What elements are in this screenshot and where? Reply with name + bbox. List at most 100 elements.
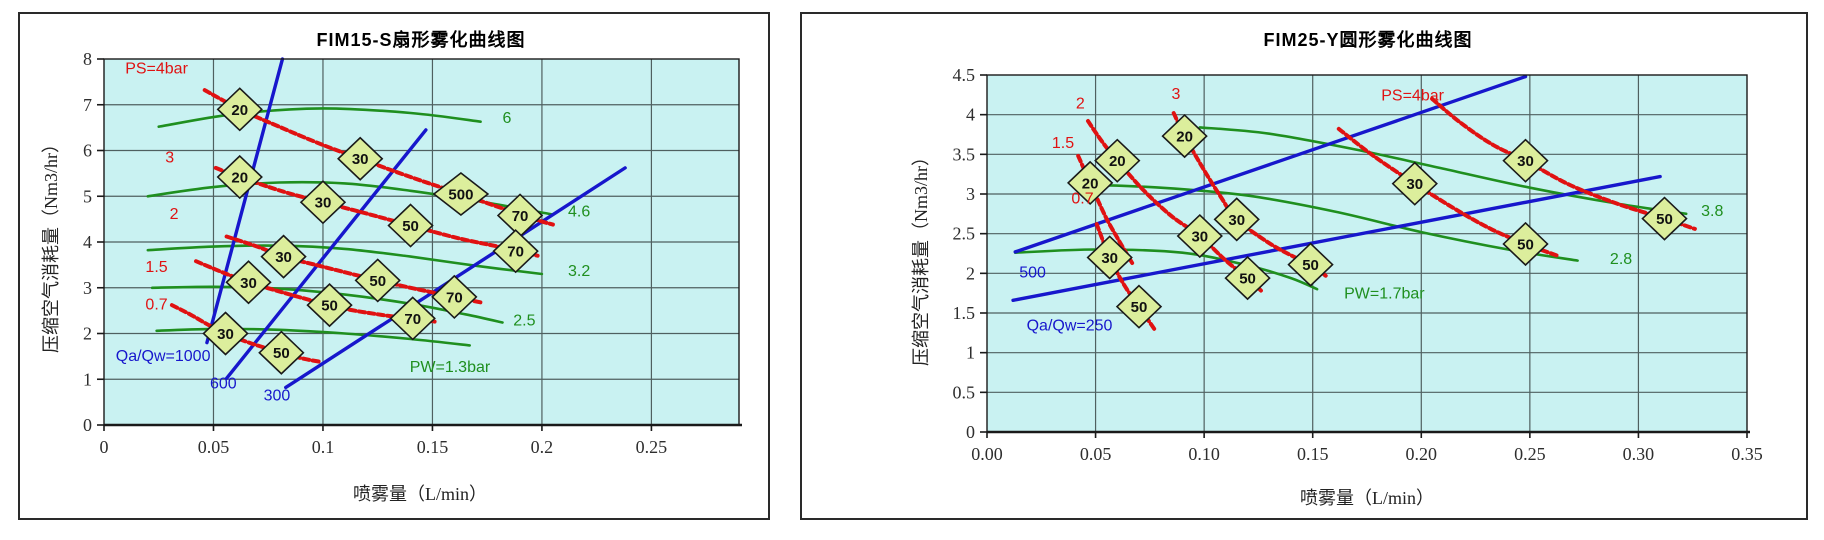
x-tick-label: 0.00 [971,444,1003,464]
droplet-size-value: 50 [1302,257,1319,274]
qaqw-ratio-label: 500 [1019,264,1046,281]
x-tick-label: 0 [100,437,109,457]
y-tick-label: 2 [966,263,975,283]
droplet-size-value: 50 [402,218,419,235]
droplet-size-marker [216,87,263,132]
pw-pressure-label: 3.2 [568,263,590,280]
round-atomization-chart: 0 0.5 1 1.5 2 2.5 3 3.5 4 4.5 0.00 0.05 0.10 0.15 0.20… [953,65,1763,464]
y-tick-label: 2 [83,324,92,344]
droplet-size-marker [492,229,539,274]
droplet-size-value: 50 [1239,271,1256,288]
droplet-size-value: 50 [321,298,338,315]
droplet-size-value: 70 [512,208,529,225]
y-tick-label: 3 [966,184,975,204]
droplet-size-value: 30 [1228,212,1245,229]
qaqw-ratio-label: 600 [210,375,237,392]
ps-pressure-label: PS=4bar [1381,87,1444,104]
qaqw-ratio-label: Qa/Qw=1000 [116,348,211,365]
droplet-size-marker [306,283,353,328]
y-tick-label: 5 [83,186,92,206]
droplet-size-marker [216,154,263,200]
x-tick-label: 0.1 [312,437,335,457]
droplet-size-marker [1213,197,1260,242]
qaqw-ratio-line [205,57,285,345]
droplet-size-value: 20 [231,102,248,119]
droplet-size-value: 30 [217,326,234,343]
droplet-size-marker [1224,255,1271,301]
x-tick-label: 0.05 [198,437,230,457]
droplet-size-marker [260,234,307,279]
ps-curve [169,303,323,364]
droplet-size-marker [1391,161,1438,206]
droplet-size-value: 50 [1656,211,1673,228]
y-tick-label: 4 [966,105,975,125]
qaqw-ratio-label: Qa/Qw=250 [1027,317,1113,334]
droplet-size-value: 30 [1517,153,1534,170]
droplet-size-marker [258,330,305,375]
pw-pressure-label: 2.5 [513,312,535,329]
pw-pressure-label: 2.8 [1610,251,1632,268]
droplet-size-value: 70 [446,289,463,306]
x-tick-label: 0.05 [1080,444,1112,464]
chart-title-fim15s: FIM15-S扇形雾化曲线图 [316,30,526,50]
y-tick-label: 0.5 [953,382,976,402]
qaqw-ratio-label: 300 [264,387,291,404]
pw-pressure-label: PW=1.7bar [1344,286,1425,303]
droplet-size-marker [337,136,384,181]
droplet-size-marker [432,171,490,216]
x-axis-title: 喷雾量（L/min） [1300,488,1434,508]
pw-curve [157,107,482,128]
droplet-size-marker [354,258,401,303]
droplet-size-value: 50 [369,273,386,290]
droplet-size-marker [1641,196,1688,241]
x-tick-label: 0.25 [1514,444,1546,464]
droplet-size-value: 70 [507,244,524,261]
y-tick-label: 7 [83,95,92,115]
y-tick-label: 0 [83,415,92,435]
droplet-size-value: 50 [1517,236,1534,253]
droplet-size-value: 30 [240,275,257,292]
fan-atomization-chart: 0 1 2 3 4 5 6 7 8 0 0.05 0.1 0.15 0.2 0.25 20 30 500 70 20 3… [83,49,742,457]
pw-pressure-label: 3.8 [1701,203,1723,220]
x-axis-title: 喷雾量（L/min） [353,484,487,504]
droplet-size-marker [225,260,272,305]
ps-pressure-label: 2 [170,206,179,223]
y-tick-label: 8 [83,49,92,69]
droplet-size-marker [389,296,436,341]
droplet-size-marker [431,274,478,320]
y-tick-label: 4.5 [953,65,976,85]
droplet-size-marker [387,203,434,248]
chart-title-fim25y: FIM25-Y圆形雾化曲线图 [1263,30,1473,50]
y-axis-title: 压缩空气消耗量（Nm3/hr） [911,148,931,366]
droplet-size-value: 20 [1082,175,1099,192]
ps-pressure-label: 1.5 [1052,135,1074,152]
droplet-size-value: 20 [1176,129,1193,146]
y-tick-label: 1 [966,343,975,363]
droplet-size-marker [1176,213,1223,259]
x-tick-label: 0.35 [1731,444,1763,464]
droplet-size-value: 30 [275,249,292,266]
chart-panel-fim15s: 0 1 2 3 4 5 6 7 8 0 0.05 0.1 0.15 0.2 0.25 20 30 500 70 20 3… [18,12,770,520]
x-tick-label: 0.15 [1297,444,1329,464]
pw-curve [1081,183,1579,262]
droplet-size-marker [202,311,249,356]
ps-pressure-label: 2 [1076,95,1085,112]
y-tick-label: 1.5 [953,303,976,323]
pw-pressure-label: PW=1.3bar [410,359,491,376]
x-tick-label: 0.25 [636,437,668,457]
droplet-size-marker [1502,221,1549,267]
ps-pressure-label: PS=4bar [125,61,188,78]
droplet-size-value: 20 [231,170,248,187]
droplet-size-value: 30 [352,151,369,168]
droplet-size-marker [1502,138,1549,183]
y-tick-label: 0 [966,422,975,442]
y-tick-label: 1 [83,369,92,389]
x-tick-label: 0.2 [531,437,554,457]
droplet-size-marker [1115,284,1163,329]
droplet-size-value: 30 [1101,250,1118,267]
y-tick-label: 4 [83,232,92,252]
y-tick-label: 6 [83,141,92,161]
pw-curve [1013,248,1319,291]
droplet-size-marker [1094,138,1141,183]
